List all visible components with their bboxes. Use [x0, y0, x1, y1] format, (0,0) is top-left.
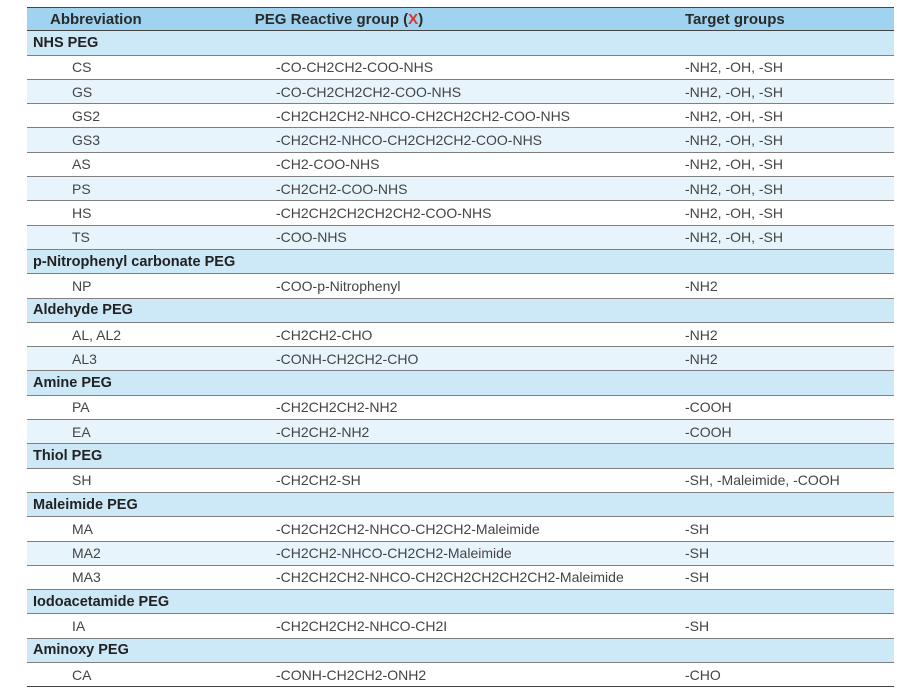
section-label: p-Nitrophenyl carbonate PEG: [33, 253, 236, 270]
section-label: Iodoacetamide PEG: [33, 593, 170, 610]
table-row: MA -CH2CH2CH2-NHCO-CH2CH2-Maleimide -SH: [27, 517, 894, 542]
table-row: PS -CH2CH2-COO-NHS -NH2, -OH, -SH: [27, 177, 894, 202]
abbreviation-cell: CA: [72, 666, 92, 683]
target-groups-cell: -NH2, -OH, -SH: [685, 180, 783, 197]
abbreviation-cell: TS: [72, 229, 90, 246]
abbreviation-cell: CS: [72, 59, 92, 76]
section-label: NHS PEG: [33, 34, 99, 51]
target-groups-cell: -SH: [685, 569, 710, 586]
target-groups-cell: -SH: [685, 618, 710, 635]
section-row: Aminoxy PEG: [27, 638, 894, 664]
reactive-group-cell: -CH2CH2CH2-NHCO-CH2I: [276, 618, 448, 635]
target-groups-cell: -COOH: [685, 399, 732, 416]
abbreviation-cell: MA3: [72, 569, 101, 586]
section-row: NHS PEG: [27, 31, 894, 56]
target-groups-cell: -SH, -Maleimide, -COOH: [685, 472, 840, 489]
table-header: Abbreviation PEG Reactive group (X) Targ…: [27, 7, 894, 32]
reactive-group-cell: -CH2CH2-NH2: [276, 423, 370, 440]
reactive-group-cell: -CH2CH2-COO-NHS: [276, 180, 408, 197]
section-row: Amine PEG: [27, 371, 894, 396]
reactive-group-cell: -COO-NHS: [276, 229, 347, 246]
target-groups-cell: -NH2: [685, 350, 718, 367]
reactive-group-cell: -CH2CH2-CHO: [276, 326, 373, 343]
abbreviation-cell: SH: [72, 472, 92, 489]
table-row: NP -COO-p-Nitrophenyl -NH2: [27, 274, 894, 299]
section-row: p-Nitrophenyl carbonate PEG: [27, 249, 894, 275]
abbreviation-cell: HS: [72, 205, 92, 222]
peg-table: Abbreviation PEG Reactive group (X) Targ…: [27, 7, 894, 688]
abbreviation-cell: GS: [72, 83, 93, 100]
table-row: EA -CH2CH2-NH2 -COOH: [27, 420, 894, 445]
section-label: Amine PEG: [33, 375, 112, 392]
header-target-groups: Target groups: [685, 10, 785, 28]
section-row: Iodoacetamide PEG: [27, 590, 894, 615]
target-groups-cell: -NH2, -OH, -SH: [685, 229, 783, 246]
abbreviation-cell: EA: [72, 423, 91, 440]
table-row: MA3 -CH2CH2CH2-NHCO-CH2CH2CH2CH2CH2-Malei…: [27, 565, 894, 591]
table-row: TS -COO-NHS -NH2, -OH, -SH: [27, 225, 894, 250]
abbreviation-cell: GS2: [72, 107, 101, 124]
abbreviation-cell: PA: [72, 399, 90, 416]
reactive-group-cell: -CONH-CH2CH2-ONH2: [276, 666, 427, 683]
table-row: AS -CH2-COO-NHS -NH2, -OH, -SH: [27, 152, 894, 178]
target-groups-cell: -NH2, -OH, -SH: [685, 205, 783, 222]
section-row: Aldehyde PEG: [27, 298, 894, 323]
reactive-group-cell: -CH2CH2CH2-NH2: [276, 399, 398, 416]
abbreviation-cell: IA: [72, 618, 86, 635]
table-row: SH -CH2CH2-SH -SH, -Maleimide, -COOH: [27, 468, 894, 493]
table-row: HS -CH2CH2CH2CH2CH2-COO-NHS -NH2, -OH, -SH: [27, 201, 894, 226]
table-row: AL, AL2 -CH2CH2-CHO -NH2: [27, 322, 894, 348]
target-groups-cell: -NH2, -OH, -SH: [685, 132, 783, 149]
table-row: GS -CO-CH2CH2CH2-COO-NHS -NH2, -OH, -SH: [27, 79, 894, 105]
target-groups-cell: -CHO: [685, 666, 721, 683]
reactive-group-cell: -CH2CH2CH2-NHCO-CH2CH2CH2CH2CH2-Maleimid…: [276, 569, 624, 586]
target-groups-cell: -NH2, -OH, -SH: [685, 107, 783, 124]
abbreviation-cell: MA2: [72, 545, 101, 562]
reactive-group-cell: -CONH-CH2CH2-CHO: [276, 350, 419, 367]
reactive-group-cell: -CH2CH2-NHCO-CH2CH2-Maleimide: [276, 545, 512, 562]
target-groups-cell: -SH: [685, 545, 710, 562]
target-groups-cell: -NH2: [685, 277, 718, 294]
table-row: GS3 -CH2CH2-NHCO-CH2CH2CH2-COO-NHS -NH2, -…: [27, 128, 894, 153]
target-groups-cell: -NH2, -OH, -SH: [685, 83, 783, 100]
abbreviation-cell: MA: [72, 520, 93, 537]
target-groups-cell: -COOH: [685, 423, 732, 440]
table-row: CS -CO-CH2CH2-COO-NHS -NH2, -OH, -SH: [27, 55, 894, 80]
reactive-group-cell: -COO-p-Nitrophenyl: [276, 277, 401, 294]
target-groups-cell: -NH2, -OH, -SH: [685, 59, 783, 76]
target-groups-cell: -SH: [685, 520, 710, 537]
reactive-group-cell: -CH2CH2CH2CH2CH2-COO-NHS: [276, 205, 492, 222]
table-body: NHS PEG CS -CO-CH2CH2-COO-NHS -NH2, -OH, -S…: [27, 31, 894, 688]
reactive-group-cell: -CH2-COO-NHS: [276, 156, 380, 173]
target-groups-cell: -NH2: [685, 326, 718, 343]
table-row: CA -CONH-CH2CH2-ONH2 -CHO: [27, 663, 894, 688]
abbreviation-cell: AS: [72, 156, 91, 173]
abbreviation-cell: PS: [72, 180, 91, 197]
section-label: Thiol PEG: [33, 447, 103, 464]
reactive-group-cell: -CH2CH2CH2-NHCO-CH2CH2-Maleimide: [276, 520, 540, 537]
header-x-marker: X: [408, 10, 419, 28]
table-row: AL3 -CONH-CH2CH2-CHO -NH2: [27, 347, 894, 372]
table-row: MA2 -CH2CH2-NHCO-CH2CH2-Maleimide -SH: [27, 541, 894, 566]
header-abbreviation: Abbreviation: [50, 10, 142, 28]
table-row: GS2 -CH2CH2CH2-NHCO-CH2CH2CH2-COO-NHS -NH2…: [27, 104, 894, 129]
section-row: Maleimide PEG: [27, 492, 894, 518]
abbreviation-cell: AL3: [72, 350, 97, 367]
abbreviation-cell: GS3: [72, 132, 101, 149]
reactive-group-cell: -CH2CH2-SH: [276, 472, 361, 489]
header-reactive-group: PEG Reactive group (X): [254, 10, 424, 28]
reactive-group-cell: -CH2CH2CH2-NHCO-CH2CH2CH2-COO-NHS: [276, 107, 571, 124]
section-label: Aminoxy PEG: [33, 642, 129, 659]
table-row: PA -CH2CH2CH2-NH2 -COOH: [27, 395, 894, 421]
reactive-group-cell: -CO-CH2CH2-COO-NHS: [276, 59, 434, 76]
table-row: IA -CH2CH2CH2-NHCO-CH2I -SH: [27, 614, 894, 639]
section-row: Thiol PEG: [27, 444, 894, 469]
abbreviation-cell: AL, AL2: [72, 326, 122, 343]
reactive-group-cell: -CH2CH2-NHCO-CH2CH2CH2-COO-NHS: [276, 132, 543, 149]
section-label: Aldehyde PEG: [33, 302, 133, 319]
target-groups-cell: -NH2, -OH, -SH: [685, 156, 783, 173]
section-label: Maleimide PEG: [33, 496, 138, 513]
abbreviation-cell: NP: [72, 277, 92, 294]
reactive-group-cell: -CO-CH2CH2CH2-COO-NHS: [276, 83, 462, 100]
